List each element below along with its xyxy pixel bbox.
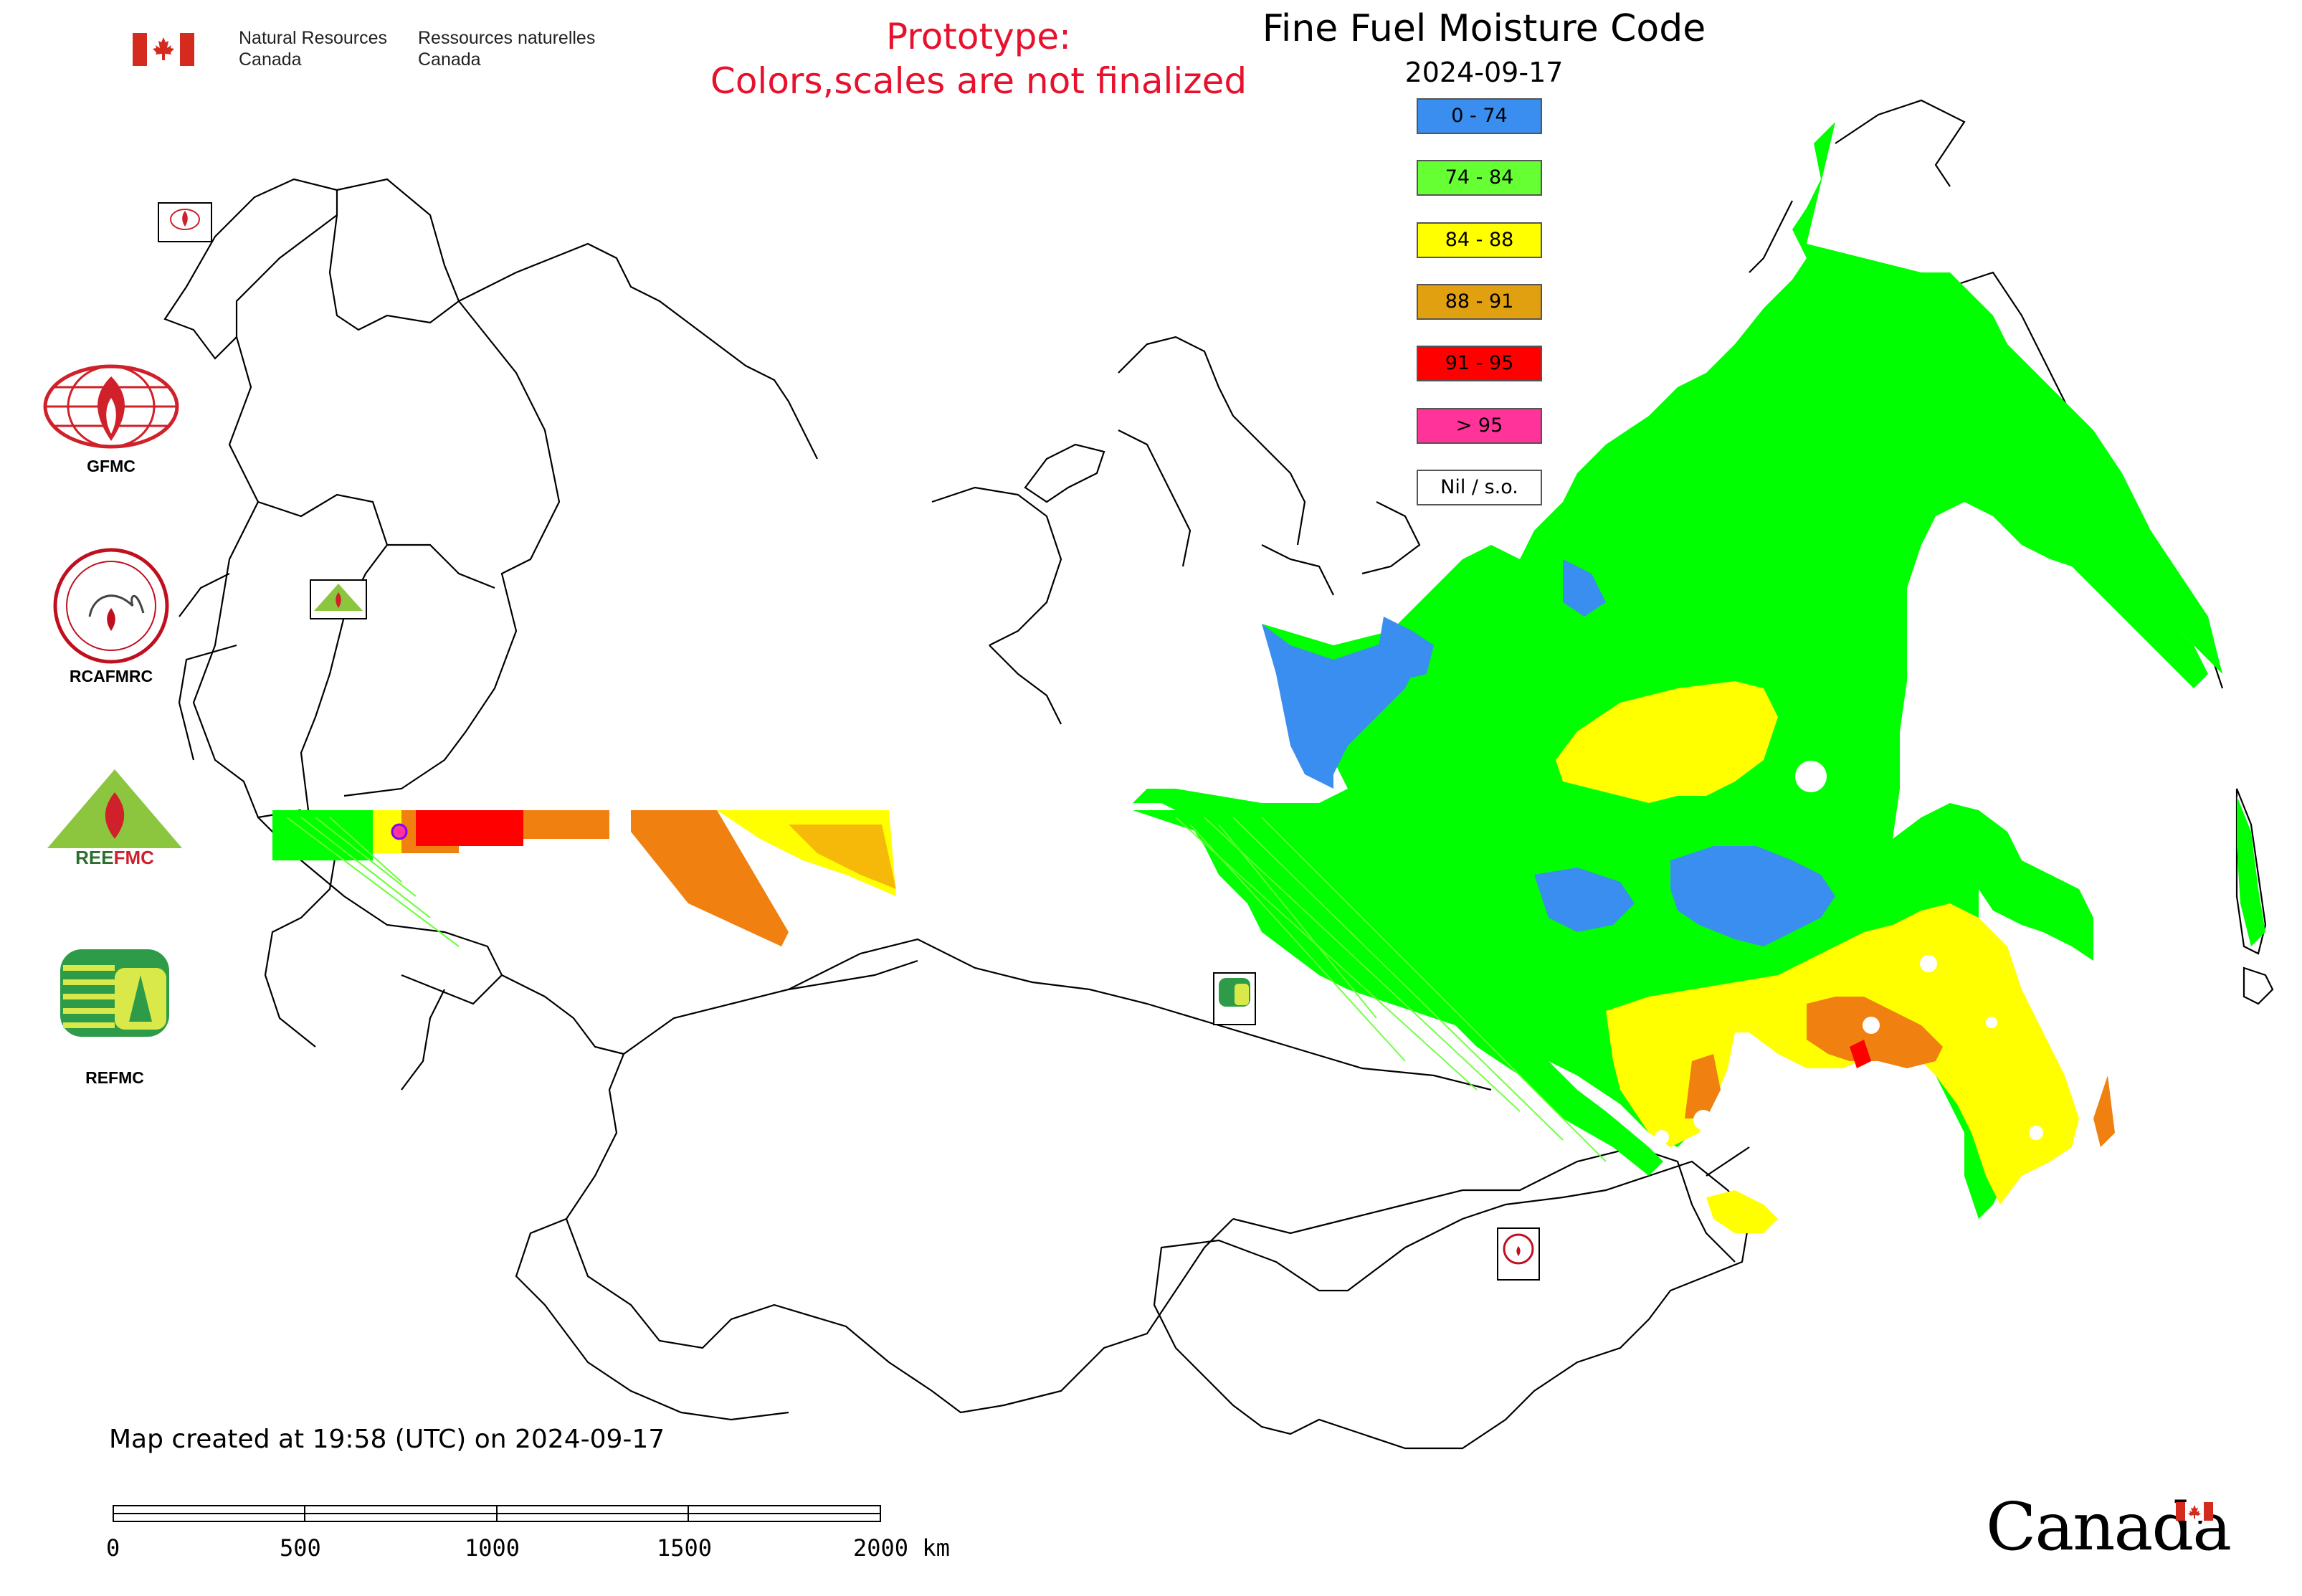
scale-bar: 0 500 1000 1500 2000 km xyxy=(106,1498,1111,1570)
maple-leaf-icon xyxy=(153,37,174,60)
legend-item: 88 - 91 xyxy=(1417,284,1542,320)
reefmc-logo[interactable]: REEFMC xyxy=(36,764,194,878)
wordmark-text: Canada xyxy=(1986,1488,2232,1565)
rcafmrc-label: RCAFMRC xyxy=(69,667,153,685)
scale-label: 0 xyxy=(106,1534,120,1562)
legend-item: 84 - 88 xyxy=(1417,222,1542,258)
nrcan-signature[interactable]: Natural Resources Canada Ressources natu… xyxy=(133,27,599,77)
legend-item: 0 - 74 xyxy=(1417,98,1542,134)
rcafmrc-marker-icon xyxy=(1503,1233,1534,1265)
scale-label: 2000 km xyxy=(853,1534,950,1562)
legend-item: Nil / s.o. xyxy=(1417,470,1542,505)
flag-center xyxy=(147,33,180,66)
prototype-line1: Prototype: xyxy=(885,16,1072,57)
scale-label: 500 xyxy=(280,1534,321,1562)
svg-text:REEFMC: REEFMC xyxy=(75,847,154,868)
gfmc-label: GFMC xyxy=(87,457,135,475)
reefmc-emblem-icon: REEFMC xyxy=(39,769,190,868)
map-date: 2024-09-17 xyxy=(1404,57,1564,88)
gfmc-marker-icon xyxy=(170,209,200,230)
rcafmrc-emblem-icon xyxy=(53,548,169,664)
gfmc-emblem-icon xyxy=(43,364,179,449)
refmc-label: REFMC xyxy=(85,1068,144,1087)
legend-item: > 95 xyxy=(1417,408,1542,444)
dept-name-en: Natural Resources Canada xyxy=(239,28,388,70)
canada-flag-icon xyxy=(2176,1502,2213,1521)
refmc-emblem-icon xyxy=(60,949,169,1037)
refmc-marker-icon xyxy=(1219,978,1250,1007)
canada-wordmark[interactable]: Canada xyxy=(1986,1488,2232,1567)
map-marker-gfmc[interactable] xyxy=(158,202,212,242)
prototype-notice: Prototype: Colors,scales are not finaliz… xyxy=(674,14,1283,103)
map-marker-refmc[interactable] xyxy=(1213,972,1256,1025)
rcafmrc-logo[interactable]: RCAFMRC xyxy=(50,545,172,688)
gfmc-logo[interactable]: GFMC xyxy=(39,362,183,477)
dept-name-fr: Ressources naturelles Canada xyxy=(418,28,596,70)
scale-label: 1500 xyxy=(657,1534,713,1562)
map-marker-rcafmrc[interactable] xyxy=(1497,1227,1540,1281)
map-created-note: Map created at 19:58 (UTC) on 2024-09-17 xyxy=(109,1425,665,1454)
prototype-line2: Colors,scales are not finalized xyxy=(710,60,1247,102)
map-title: Fine Fuel Moisture Code xyxy=(1262,7,1706,50)
legend-item: 74 - 84 xyxy=(1417,160,1542,196)
scale-label: 1000 xyxy=(465,1534,520,1562)
reefmc-marker-icon xyxy=(314,584,363,611)
flag-right-bar xyxy=(180,33,194,66)
legend-item: 91 - 95 xyxy=(1417,346,1542,381)
scale-bar-graphic xyxy=(113,1505,881,1522)
map-marker-reefmc[interactable] xyxy=(310,579,367,619)
refmc-logo[interactable]: REFMC xyxy=(57,946,172,1090)
flag-left-bar xyxy=(133,33,147,66)
ffmc-raster xyxy=(272,122,2265,1233)
